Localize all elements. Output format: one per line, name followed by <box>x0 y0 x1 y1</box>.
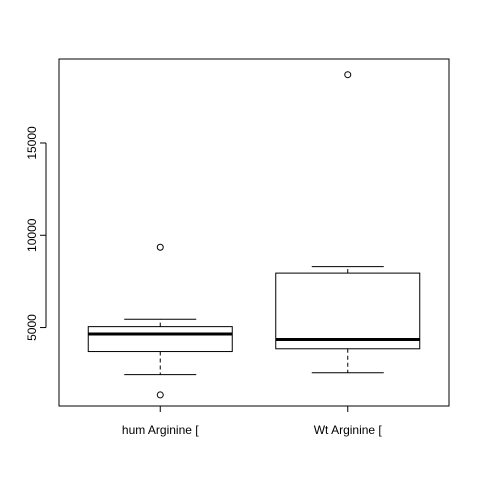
x-tick-label: hum Arginine [ <box>122 423 199 437</box>
outlier-point <box>156 391 164 399</box>
outlier-point <box>344 71 352 79</box>
y-tick-label: 10000 <box>25 218 39 252</box>
y-tick-label: 15000 <box>25 126 39 160</box>
y-tick-label: 5000 <box>25 314 39 341</box>
x-tick-label: Wt Arginine [ <box>314 423 383 437</box>
outlier-point <box>156 243 164 251</box>
chart-marks: 5000 10000 15000 hum Arginine [ Wt Arginine … <box>25 71 421 437</box>
box <box>87 326 233 353</box>
plot-frame <box>58 58 450 407</box>
box <box>275 272 421 350</box>
